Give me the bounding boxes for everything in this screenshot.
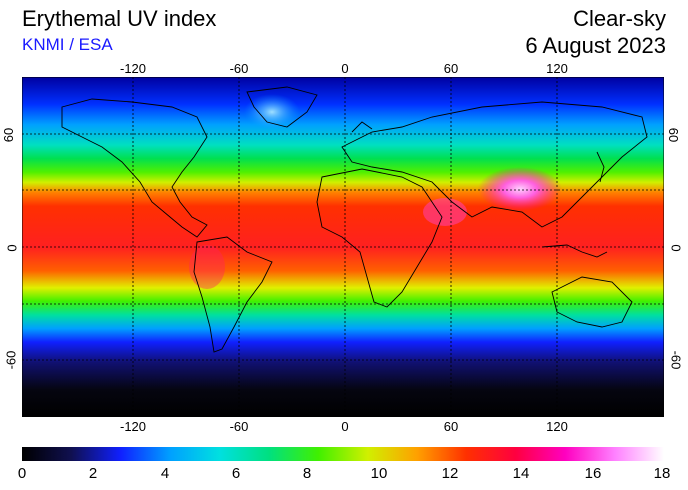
lon-tick-bottom-4: 120 [546, 419, 568, 434]
greenland-highlight [244, 94, 300, 130]
sky-mode-label: Clear-sky [573, 6, 666, 31]
indonesia-coast [541, 244, 608, 258]
eurasia-coast [341, 101, 648, 228]
lon-tick-top-0: -120 [119, 61, 147, 76]
greenland-coast [246, 86, 318, 128]
lon-tick-top-2: 0 [341, 61, 349, 76]
colorbar-label-0: 0 [17, 465, 27, 482]
credit-label: KNMI / ESA [22, 35, 113, 54]
lat-tick-left-1: 0 [4, 244, 20, 252]
lon-tick-top-4: 120 [546, 61, 568, 76]
date-label: 6 August 2023 [525, 33, 666, 58]
colorbar-label-8: 16 [584, 465, 602, 482]
lat-tick-right-0: 60 [666, 127, 682, 143]
lon-tick-top-3: 60 [443, 61, 459, 76]
lon-tick-bottom-3: 60 [443, 419, 459, 434]
lon-tick-top-1: -60 [229, 61, 249, 76]
colorbar-label-4: 8 [302, 465, 312, 482]
uv-colorbar [22, 447, 664, 461]
coastlines [61, 86, 648, 353]
lat-tick-right-1: 0 [668, 244, 684, 252]
arabia-highlight [423, 198, 467, 226]
lon-tick-bottom-0: -120 [119, 419, 147, 434]
lat-tick-right-2: -60 [668, 350, 684, 370]
colorbar-label-7: 14 [512, 465, 530, 482]
lat-tick-left-0: 60 [1, 127, 17, 143]
uv-index-map [22, 77, 664, 417]
colorbar-label-6: 12 [441, 465, 459, 482]
lat-tick-left-2: -60 [3, 350, 19, 370]
lon-tick-bottom-2: 0 [341, 419, 349, 434]
graticule [22, 77, 664, 417]
colorbar-label-2: 4 [160, 465, 170, 482]
britain-coast [351, 121, 373, 133]
map-title: Erythemal UV index [22, 6, 217, 31]
colorbar-label-3: 6 [231, 465, 241, 482]
colorbar-label-9: 18 [653, 465, 671, 482]
tibet-plateau-highlight [478, 167, 562, 211]
north-america-coast [61, 98, 208, 238]
colorbar-label-5: 10 [370, 465, 388, 482]
lon-tick-bottom-1: -60 [229, 419, 249, 434]
andes-highlight [189, 245, 225, 289]
south-america-coast [193, 236, 273, 353]
colorbar-label-1: 2 [88, 465, 98, 482]
japan-coast [596, 151, 605, 183]
africa-coast [316, 168, 443, 308]
australia-coast [551, 276, 633, 328]
